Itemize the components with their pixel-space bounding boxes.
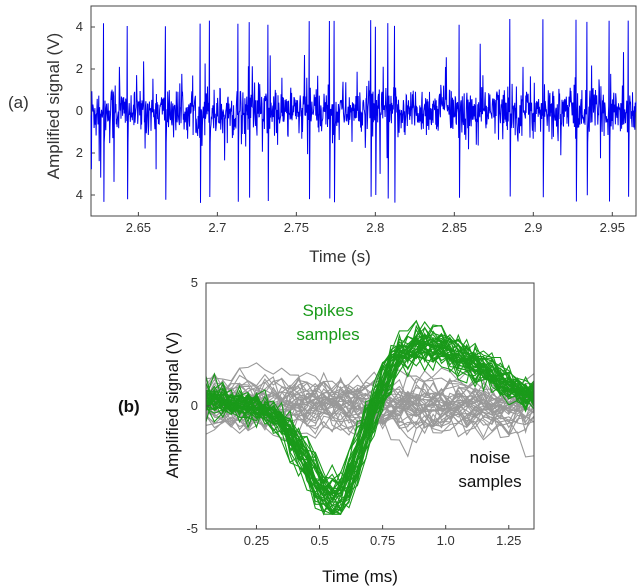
- panel-a-x-tick-label: 2.95: [600, 220, 625, 235]
- panel-a-x-tick-label: 2.8: [366, 220, 384, 235]
- spike-sample-trace: [205, 337, 535, 515]
- panel-b-xlabel: Time (ms): [322, 567, 398, 586]
- panel-b-y-tick-label: -5: [186, 521, 198, 536]
- panel-b-x-ticks: 0.25 0.5 0.75 1.0 1.25: [244, 525, 521, 548]
- panel-b-x-tick-label: 0.75: [370, 533, 395, 548]
- panel-a-y-tick-label: 4: [76, 187, 83, 202]
- panel-b-x-tick-label: 0.5: [310, 533, 328, 548]
- panel-b-y-tick-label: 5: [191, 275, 198, 290]
- spike-sample-trace: [205, 350, 535, 490]
- annotation-spikes: Spikes: [302, 301, 353, 320]
- panel-a-y-tick-label: 2: [76, 145, 83, 160]
- spike-sample-trace: [205, 333, 535, 505]
- panel-a-x-tick-label: 2.85: [442, 220, 467, 235]
- annotation-noise: noise: [470, 448, 511, 467]
- panel-a-series: [90, 18, 637, 203]
- annotation-noise-samples: samples: [458, 472, 521, 491]
- panel-b-label: (b): [118, 397, 140, 416]
- panel-b-y-ticks: 5 0 -5: [186, 275, 210, 536]
- panel-b: (b) Amplified signal (V) Time (ms) 0.25 0…: [118, 275, 535, 586]
- panel-a: (a) Amplified signal (V) Time (s) 2.65 2.…: [8, 5, 637, 266]
- panel-a-y-tick-label: 4: [76, 19, 83, 34]
- panel-b-x-tick-label: 0.25: [244, 533, 269, 548]
- panel-b-series: [205, 319, 535, 516]
- panel-b-ylabel: Amplified signal (V): [163, 332, 182, 478]
- panel-b-x-tick-label: 1.25: [496, 533, 521, 548]
- panel-b-x-tick-label: 1.0: [437, 533, 455, 548]
- signal-trace: [90, 18, 637, 203]
- panel-a-label: (a): [8, 93, 29, 112]
- annotation-spikes-samples: samples: [296, 325, 359, 344]
- panel-b-y-tick-label: 0: [191, 398, 198, 413]
- panel-a-x-ticks: 2.65 2.7 2.75 2.8 2.85 2.9 2.95: [126, 212, 625, 235]
- spike-sample-trace: [205, 339, 535, 501]
- panel-a-xlabel: Time (s): [309, 247, 371, 266]
- panel-a-x-tick-label: 2.7: [208, 220, 226, 235]
- panel-a-x-tick-label: 2.75: [284, 220, 309, 235]
- panel-a-ylabel: Amplified signal (V): [44, 33, 63, 179]
- spike-sample-trace: [205, 319, 535, 515]
- panel-a-y-tick-label: 0: [76, 103, 83, 118]
- panel-a-x-tick-label: 2.9: [524, 220, 542, 235]
- panel-a-x-tick-label: 2.65: [126, 220, 151, 235]
- panel-a-y-tick-label: 2: [76, 61, 83, 76]
- noise-sample-trace: [205, 378, 535, 408]
